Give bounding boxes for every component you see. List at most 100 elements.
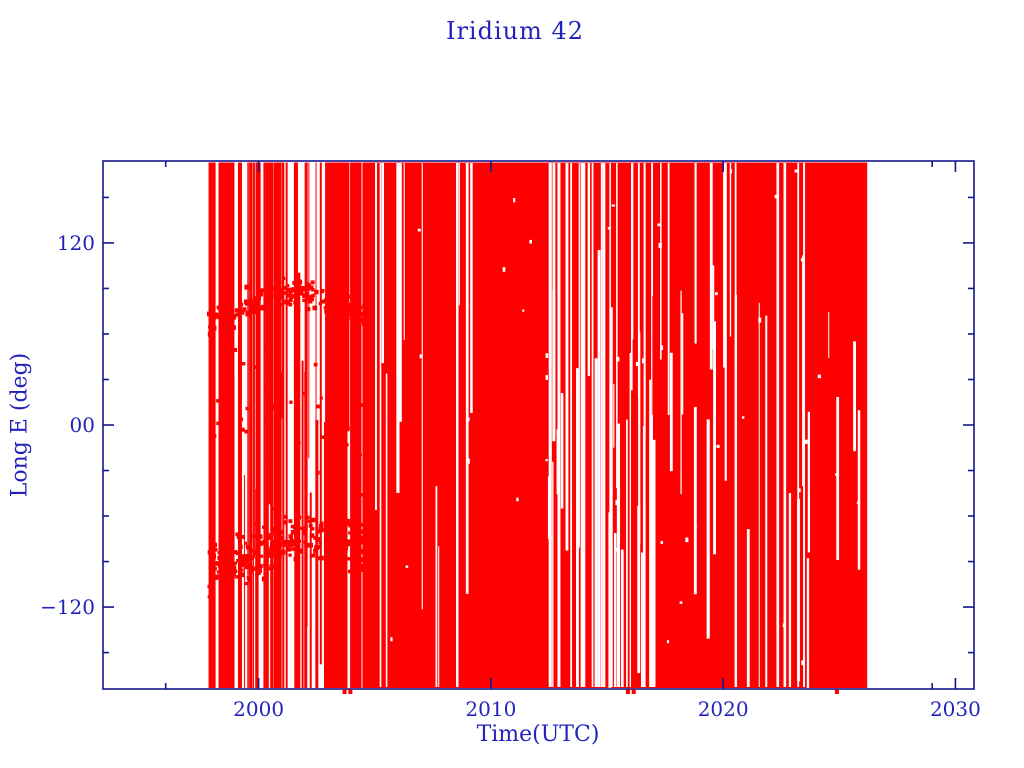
data-point <box>286 545 290 549</box>
data-point <box>311 527 315 531</box>
data-column <box>343 378 346 688</box>
data-point <box>348 523 353 528</box>
data-speckle <box>856 501 860 504</box>
data-point <box>286 293 292 298</box>
data-point <box>331 558 337 564</box>
data-point <box>265 549 270 555</box>
data-column <box>352 162 362 688</box>
data-gap <box>797 163 800 687</box>
data-point <box>222 567 227 572</box>
data-point <box>219 316 223 320</box>
data-point <box>324 543 329 547</box>
data-point <box>337 525 341 529</box>
data-speckle <box>502 267 506 272</box>
data-gap <box>758 302 760 687</box>
data-point <box>292 280 297 286</box>
data-gap <box>853 341 857 452</box>
data-point <box>288 297 293 302</box>
data-gap <box>734 163 737 687</box>
data-point <box>261 576 267 582</box>
data-point <box>351 297 356 303</box>
data-speckle <box>800 258 804 262</box>
data-point <box>234 308 240 313</box>
data-point <box>208 310 214 315</box>
data-gap <box>609 163 611 687</box>
data-point <box>346 294 351 299</box>
data-point <box>344 291 348 295</box>
below-axis-data-point <box>631 689 636 694</box>
data-point <box>292 541 298 546</box>
data-point <box>307 298 313 304</box>
data-point <box>233 550 238 554</box>
data-point <box>247 544 252 550</box>
data-point <box>358 318 362 322</box>
data-point <box>295 289 299 294</box>
data-point <box>303 540 307 544</box>
data-point <box>230 318 234 323</box>
data-point <box>353 541 357 545</box>
data-point <box>276 554 281 559</box>
data-point <box>221 566 225 571</box>
data-point <box>356 390 361 395</box>
data-gap <box>399 163 402 422</box>
data-point <box>229 548 233 553</box>
data-gap <box>587 163 591 376</box>
data-point <box>369 532 374 537</box>
data-gap <box>582 163 585 302</box>
data-point <box>364 547 369 552</box>
data-point <box>314 289 319 295</box>
data-point <box>220 577 225 582</box>
data-column <box>301 360 304 688</box>
data-point <box>371 538 376 543</box>
data-point <box>220 584 225 589</box>
data-point <box>327 290 333 296</box>
data-gap <box>807 411 810 553</box>
data-gap <box>828 311 830 358</box>
data-point <box>369 550 375 555</box>
data-point <box>339 296 345 302</box>
data-column <box>282 162 285 688</box>
data-point <box>313 548 319 554</box>
data-point <box>224 580 230 585</box>
data-point <box>367 565 372 570</box>
data-point <box>262 305 266 309</box>
data-point <box>328 454 333 459</box>
data-point <box>335 533 339 537</box>
data-point <box>218 570 223 575</box>
data-speckle <box>390 637 393 642</box>
data-gap <box>458 163 460 306</box>
data-point <box>370 426 375 431</box>
data-point <box>213 566 217 571</box>
data-point <box>340 289 346 295</box>
data-point <box>252 534 257 539</box>
data-point <box>239 302 244 307</box>
data-point <box>277 381 282 386</box>
data-point <box>308 285 314 290</box>
data-point <box>233 569 238 573</box>
data-gap <box>456 163 459 374</box>
data-point <box>279 303 283 307</box>
data-gap <box>649 379 651 687</box>
data-speckle <box>685 537 689 543</box>
data-point <box>220 539 225 544</box>
data-speckle <box>805 439 808 444</box>
data-point <box>369 319 374 324</box>
data-point <box>289 400 293 404</box>
data-column <box>255 162 259 688</box>
data-point <box>345 542 351 547</box>
data-gap <box>712 265 715 350</box>
data-point <box>316 538 320 542</box>
data-point <box>239 310 244 314</box>
data-point <box>207 550 213 555</box>
data-point <box>293 301 297 305</box>
data-point <box>240 427 245 432</box>
data-point <box>313 536 318 540</box>
data-point <box>299 526 303 531</box>
y-tick-label: −120 <box>40 595 95 619</box>
data-point <box>216 421 220 426</box>
below-axis-data-point <box>342 689 347 694</box>
data-point <box>292 525 297 530</box>
data-point <box>330 416 335 420</box>
data-point <box>216 570 221 574</box>
